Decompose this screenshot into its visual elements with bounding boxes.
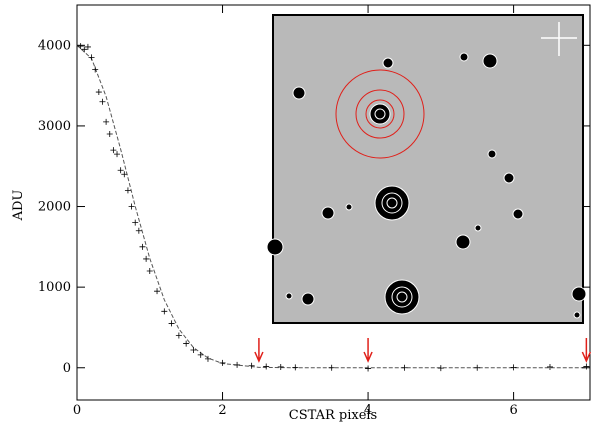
data-point [365,365,372,372]
data-point [204,355,211,362]
y-axis-label: ADU [11,190,26,222]
y-tick-label: 1000 [38,280,71,295]
y-tick-label: 3000 [38,119,71,134]
arrow [363,338,373,363]
data-point [88,54,95,61]
data-point [401,364,408,371]
data-point [263,363,270,370]
x-tick-label: 4 [364,403,372,418]
data-point [197,351,204,358]
x-tick-label: 2 [218,403,226,418]
data-point [154,288,161,295]
x-tick-label: 6 [509,403,517,418]
data-point [84,43,91,50]
data-point [437,365,444,372]
y-tick-label: 0 [63,361,71,376]
data-point [117,167,124,174]
data-point [161,308,168,315]
arrow [254,338,264,363]
inset-image [266,14,587,324]
data-point [474,364,481,371]
x-tick-label: 0 [73,403,81,418]
data-point [132,219,139,226]
data-point [175,332,182,339]
data-point [219,359,226,366]
data-point [546,363,553,370]
x-axis-label: CSTAR pixels [289,408,377,423]
arrow [581,338,592,363]
y-tick-label: 4000 [38,38,71,53]
y-tick-label: 2000 [38,200,71,215]
data-point [583,363,590,370]
data-point [106,130,113,137]
data-point [292,364,299,371]
data-point [99,98,106,105]
plot-frame [76,4,591,401]
data-point [234,361,241,368]
data-point [81,46,88,53]
data-point [146,268,153,275]
fit-line [76,44,587,369]
data-point [124,187,131,194]
data-point [114,151,121,158]
data-point [103,118,110,125]
data-point [95,89,102,96]
data-point [510,364,517,371]
data-point [183,340,190,347]
data-point [139,243,146,250]
data-point [92,66,99,73]
data-point [110,147,117,154]
data-point [128,203,135,210]
data-point [190,347,197,354]
data-point [168,320,175,327]
data-point [277,363,284,370]
data-point [77,43,84,50]
data-point [135,227,142,234]
data-point [143,255,150,262]
data-point [121,171,128,178]
data-point [328,364,335,371]
data-point [248,362,255,369]
